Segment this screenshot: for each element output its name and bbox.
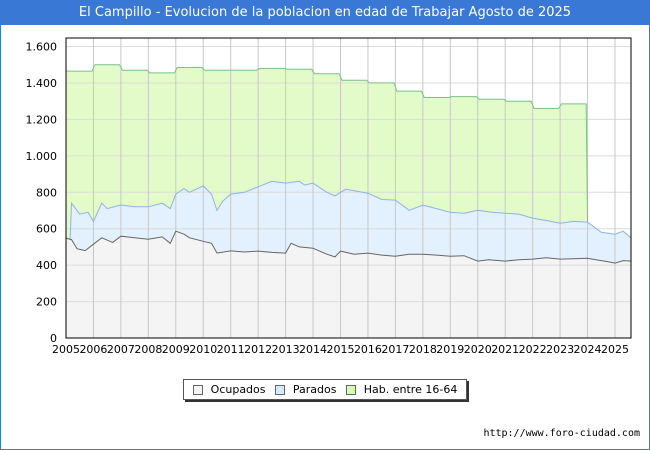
x-tick-label: 2015 xyxy=(327,343,355,356)
source-url[interactable]: http://www.foro-ciudad.com xyxy=(483,428,640,439)
y-tick-label: 400 xyxy=(36,259,57,272)
x-tick-label: 2017 xyxy=(381,343,409,356)
x-tick-label: 2013 xyxy=(272,343,300,356)
x-tick-label: 2014 xyxy=(299,343,327,356)
legend-item-hab: Hab. entre 16-64 xyxy=(345,383,458,396)
plot-border xyxy=(65,37,632,339)
ocupados-line xyxy=(65,230,632,264)
legend-swatch-ocupados xyxy=(192,384,203,395)
legend-swatch-parados xyxy=(274,384,285,395)
x-tick-label: 2023 xyxy=(546,343,574,356)
hab-line xyxy=(66,64,588,223)
legend-swatch-hab xyxy=(345,384,356,395)
y-tick-label: 1.200 xyxy=(26,113,58,126)
parados-line xyxy=(65,180,632,241)
y-tick-label: 200 xyxy=(36,296,57,309)
y-tick-label: 1.600 xyxy=(26,41,58,54)
legend-item-ocupados: Ocupados xyxy=(192,383,266,396)
y-tick-label: 800 xyxy=(36,186,57,199)
ocupados-area xyxy=(66,231,632,338)
legend-item-parados: Parados xyxy=(274,383,337,396)
x-tick-label: 2020 xyxy=(464,343,492,356)
x-tick-label: 2005 xyxy=(52,343,80,356)
legend-label: Hab. entre 16-64 xyxy=(363,383,458,396)
y-tick-label: 1.400 xyxy=(26,77,58,90)
legend: Ocupados Parados Hab. entre 16-64 xyxy=(183,379,467,400)
x-tick-label: 2024 xyxy=(574,343,602,356)
x-tick-label: 2019 xyxy=(436,343,464,356)
x-tick-label: 2018 xyxy=(409,343,437,356)
x-tick-label: 2016 xyxy=(354,343,382,356)
chart-title: El Campillo - Evolucion de la poblacion … xyxy=(1,1,649,25)
x-tick-label: 2010 xyxy=(189,343,217,356)
legend-label: Parados xyxy=(292,383,337,396)
x-tick-label: 2008 xyxy=(134,343,162,356)
x-tick-label: 2007 xyxy=(107,343,135,356)
y-tick-label: 0 xyxy=(50,332,57,345)
x-tick-label: 2011 xyxy=(217,343,245,356)
x-tick-label: 2022 xyxy=(519,343,547,356)
legend-label: Ocupados xyxy=(210,383,266,396)
x-tick-label: 2006 xyxy=(79,343,107,356)
x-tick-label: 2009 xyxy=(162,343,190,356)
x-tick-label: 2025 xyxy=(601,343,629,356)
y-tick-label: 600 xyxy=(36,223,57,236)
y-tick-label: 1.000 xyxy=(26,150,58,163)
x-tick-label: 2012 xyxy=(244,343,272,356)
x-tick-label: 2021 xyxy=(491,343,519,356)
